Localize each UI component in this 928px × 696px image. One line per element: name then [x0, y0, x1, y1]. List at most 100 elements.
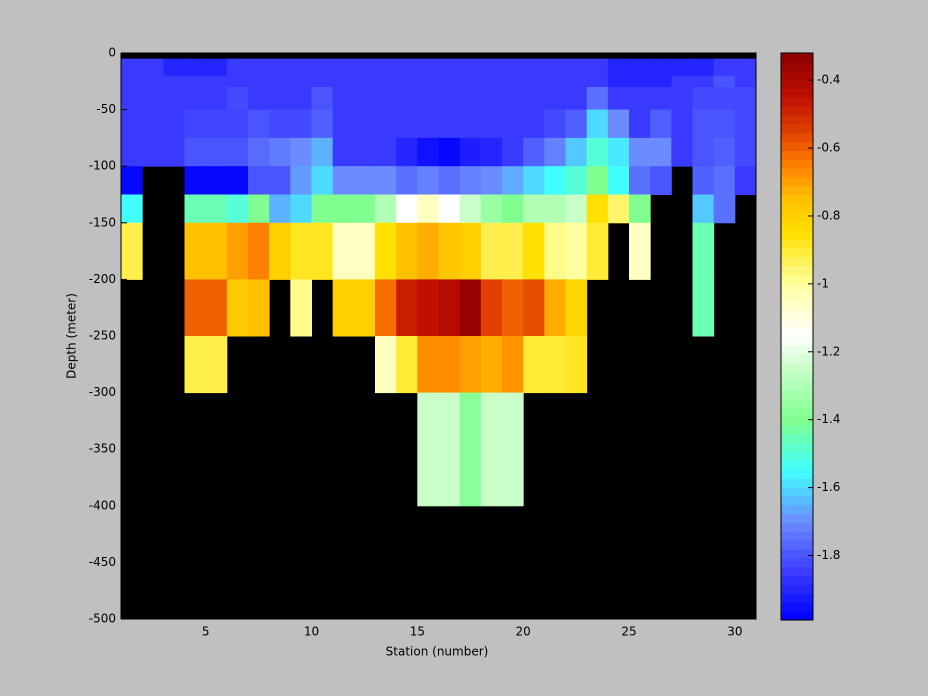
heatmap-cell	[438, 392, 461, 507]
heatmap-cell	[184, 166, 207, 195]
heatmap-cell	[565, 137, 588, 167]
heatmap-cell	[629, 75, 651, 88]
colorbar-band	[781, 79, 813, 89]
heatmap-cell	[184, 58, 207, 77]
heatmap-cell	[502, 222, 524, 280]
colorbar-tick-label: -0.6	[817, 141, 840, 155]
colorbar-band	[781, 53, 813, 63]
heatmap-cell	[311, 194, 334, 224]
colorbar-band	[781, 478, 813, 488]
colorbar-band	[781, 309, 813, 320]
heatmap-cell	[121, 137, 143, 167]
heatmap-cell	[375, 222, 397, 280]
colorbar-band	[781, 584, 813, 594]
colorbar-band	[781, 593, 813, 603]
heatmap-cell	[544, 336, 566, 394]
heatmap-cell	[311, 109, 334, 139]
colorbar-band	[781, 256, 813, 267]
y-axis-label: Depth (meter)	[65, 293, 79, 379]
colorbar-band	[781, 363, 813, 373]
heatmap-cell	[417, 336, 439, 394]
heatmap-cell	[480, 194, 503, 224]
heatmap-cell	[226, 279, 249, 337]
heatmap-cell	[459, 336, 482, 394]
heatmap-cell	[248, 109, 270, 139]
colorbar-band	[781, 123, 813, 134]
heatmap-cell	[734, 109, 757, 139]
heatmap-cell	[290, 86, 312, 111]
heatmap-cell	[353, 75, 376, 88]
heatmap-cell	[523, 222, 545, 280]
colorbar-band	[781, 150, 813, 160]
heatmap-cell	[607, 166, 630, 195]
heatmap-cell	[417, 137, 439, 167]
colorbar-frame	[780, 52, 814, 621]
heatmap-cell	[734, 75, 757, 88]
heatmap-cell	[290, 222, 312, 280]
colorbar-band	[781, 566, 813, 577]
colorbar-band	[781, 531, 813, 541]
heatmap-cell	[459, 109, 482, 139]
x-tick-label: 10	[304, 625, 319, 639]
heatmap-cell	[565, 279, 588, 337]
heatmap-cell	[396, 222, 418, 280]
y-tick-label: 0	[108, 46, 116, 60]
y-tick-label: -300	[89, 385, 116, 399]
heatmap-cell	[396, 279, 418, 337]
heatmap-cell	[205, 75, 228, 88]
colorbar-band	[781, 451, 813, 462]
heatmap-cell	[692, 58, 715, 77]
colorbar-tick-label: -1.4	[817, 412, 840, 426]
heatmap-cell	[248, 137, 270, 167]
heatmap-cell	[353, 109, 376, 139]
heatmap-cell	[650, 86, 672, 111]
heatmap-cell	[269, 222, 291, 280]
heatmap-cell	[502, 86, 524, 111]
heatmap-cell	[226, 109, 249, 139]
heatmap-cell	[459, 392, 482, 507]
heatmap-cell	[184, 137, 207, 167]
heatmap-cell	[565, 166, 588, 195]
heatmap-cell	[248, 75, 270, 88]
colorbar-tick-label: -0.4	[817, 73, 840, 87]
heatmap-cell	[438, 75, 461, 88]
heatmap-cell	[502, 392, 524, 507]
colorbar-band	[781, 70, 813, 81]
heatmap-cell	[163, 86, 185, 111]
heatmap-cell	[692, 222, 715, 280]
heatmap-cell	[607, 137, 630, 167]
heatmap-cell	[734, 137, 757, 167]
colorbar-band	[781, 230, 813, 240]
heatmap-cell	[438, 336, 461, 394]
heatmap-cell	[311, 75, 334, 88]
heatmap-cell	[417, 194, 439, 224]
heatmap-cell	[248, 166, 270, 195]
heatmap-cell	[226, 194, 249, 224]
heatmap-cell	[523, 166, 545, 195]
heatmap-cell	[417, 86, 439, 111]
colorbar-band	[781, 221, 813, 231]
heatmap-cell	[332, 58, 355, 77]
heatmap-cell	[502, 137, 524, 167]
heatmap-cell	[438, 86, 461, 111]
colorbar-band	[781, 88, 813, 98]
colorbar-band	[781, 247, 813, 258]
heatmap-cell	[713, 58, 736, 77]
heatmap-cell	[226, 166, 249, 195]
heatmap-cell	[586, 58, 609, 77]
heatmap-cell	[417, 279, 439, 337]
heatmap-cell	[353, 222, 376, 280]
heatmap-cell	[544, 166, 566, 195]
heatmap-cell	[502, 279, 524, 337]
heatmap-cell	[629, 166, 651, 195]
heatmap-cell	[586, 137, 609, 167]
heatmap-cell	[671, 86, 693, 111]
heatmap-cell	[713, 194, 736, 224]
x-tick-label: 20	[516, 625, 531, 639]
heatmap-cell	[290, 58, 312, 77]
heatmap-cell	[205, 194, 228, 224]
heatmap-cell	[226, 75, 249, 88]
x-tick-label: 15	[410, 625, 425, 639]
heatmap-cell	[417, 222, 439, 280]
